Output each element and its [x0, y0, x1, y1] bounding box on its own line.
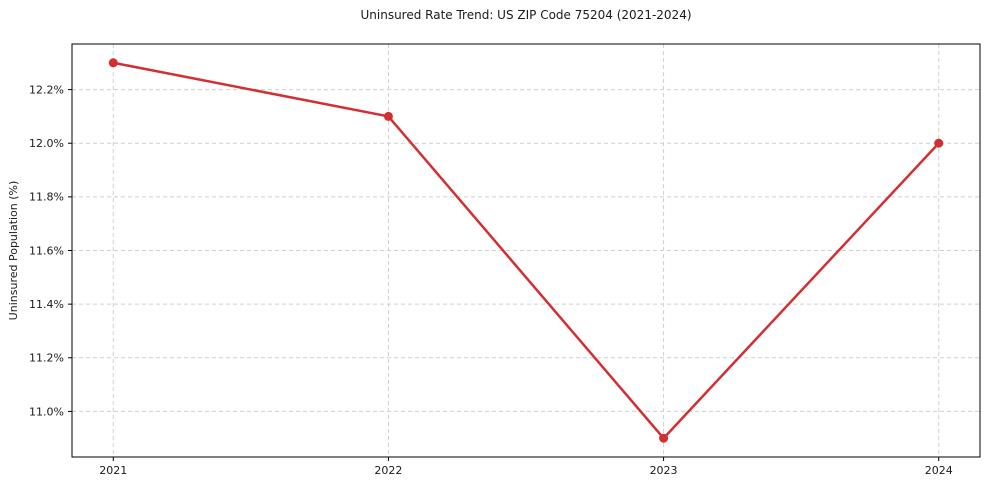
x-tick-label: 2021 — [99, 464, 127, 477]
y-tick-label: 12.0% — [29, 137, 64, 150]
y-tick-label: 12.2% — [29, 83, 64, 96]
trend-line — [112, 61, 940, 440]
x-tick-label: 2022 — [374, 464, 402, 477]
y-tick-label: 11.6% — [29, 244, 64, 257]
x-tick-label: 2023 — [650, 464, 678, 477]
data-point-marker — [383, 111, 393, 121]
y-tick-label: 11.8% — [29, 191, 64, 204]
data-point-marker — [108, 58, 118, 68]
x-tick-label: 2024 — [925, 464, 953, 477]
chart-title: Uninsured Rate Trend: US ZIP Code 75204 … — [360, 8, 692, 22]
y-tick-label: 11.2% — [29, 352, 64, 365]
y-tick-label: 11.4% — [29, 298, 64, 311]
y-tick-label: 11.0% — [29, 405, 64, 418]
plot-border — [71, 43, 981, 458]
data-point-marker — [934, 138, 944, 148]
data-point-marker — [659, 433, 669, 443]
